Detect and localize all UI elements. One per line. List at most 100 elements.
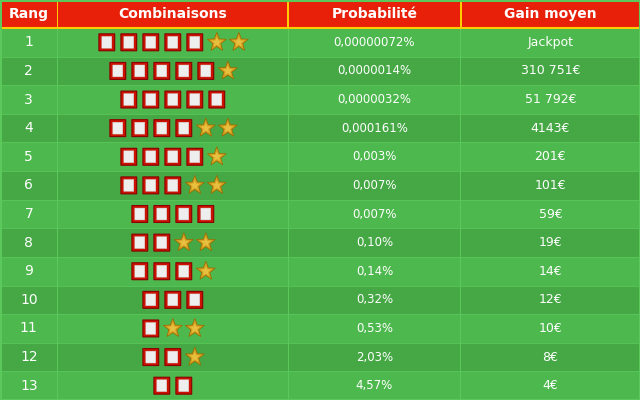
FancyBboxPatch shape: [154, 377, 170, 394]
Polygon shape: [200, 123, 211, 132]
Bar: [460, 0, 461, 28]
Text: 9: 9: [24, 264, 33, 278]
Text: 19€: 19€: [539, 236, 562, 249]
FancyBboxPatch shape: [135, 122, 145, 134]
FancyBboxPatch shape: [198, 206, 214, 222]
Text: Combinaisons: Combinaisons: [118, 7, 227, 21]
Bar: [460, 257, 461, 286]
Bar: [0, 0, 1, 400]
Polygon shape: [207, 147, 227, 165]
Bar: [460, 314, 461, 343]
Text: 0,32%: 0,32%: [356, 293, 393, 306]
FancyBboxPatch shape: [179, 208, 189, 220]
FancyBboxPatch shape: [165, 34, 180, 51]
Text: 2: 2: [24, 64, 33, 78]
Bar: [0, 371, 640, 400]
Text: 101€: 101€: [534, 179, 566, 192]
Bar: [57, 142, 58, 171]
FancyBboxPatch shape: [102, 36, 112, 48]
Bar: [0, 343, 640, 371]
FancyBboxPatch shape: [168, 36, 178, 48]
FancyBboxPatch shape: [124, 36, 134, 48]
FancyBboxPatch shape: [165, 291, 180, 308]
Bar: [287, 142, 289, 171]
FancyBboxPatch shape: [143, 91, 159, 108]
Text: 0,000161%: 0,000161%: [341, 122, 408, 135]
Text: 1: 1: [24, 35, 33, 49]
Bar: [0, 314, 640, 343]
FancyBboxPatch shape: [132, 120, 148, 137]
FancyBboxPatch shape: [154, 234, 170, 251]
Bar: [57, 85, 58, 114]
FancyBboxPatch shape: [146, 351, 156, 363]
FancyBboxPatch shape: [168, 294, 178, 306]
FancyBboxPatch shape: [110, 120, 125, 137]
Bar: [460, 28, 461, 57]
FancyBboxPatch shape: [146, 180, 156, 191]
FancyBboxPatch shape: [165, 349, 180, 366]
Bar: [0, 228, 640, 257]
Bar: [287, 200, 289, 228]
Bar: [0, 171, 640, 200]
Bar: [460, 114, 461, 142]
Text: 0,0000032%: 0,0000032%: [337, 93, 412, 106]
FancyBboxPatch shape: [124, 151, 134, 163]
Bar: [57, 171, 58, 200]
FancyBboxPatch shape: [110, 62, 125, 79]
FancyBboxPatch shape: [143, 291, 159, 308]
Bar: [460, 286, 461, 314]
FancyBboxPatch shape: [157, 65, 167, 77]
Text: 3: 3: [24, 92, 33, 106]
FancyBboxPatch shape: [168, 180, 178, 191]
Bar: [57, 286, 58, 314]
Polygon shape: [223, 66, 233, 75]
Polygon shape: [189, 323, 200, 333]
Text: 12: 12: [20, 350, 38, 364]
Polygon shape: [218, 118, 237, 136]
FancyBboxPatch shape: [179, 380, 189, 392]
Bar: [0, 200, 640, 228]
FancyBboxPatch shape: [132, 263, 148, 280]
Polygon shape: [200, 237, 211, 247]
Bar: [57, 200, 58, 228]
Text: 0,14%: 0,14%: [356, 265, 393, 278]
FancyBboxPatch shape: [143, 34, 159, 51]
FancyBboxPatch shape: [176, 120, 192, 137]
Bar: [287, 228, 289, 257]
Text: 201€: 201€: [534, 150, 566, 163]
Polygon shape: [200, 266, 211, 276]
Text: 7: 7: [24, 207, 33, 221]
FancyBboxPatch shape: [135, 265, 145, 277]
FancyBboxPatch shape: [179, 65, 189, 77]
FancyBboxPatch shape: [135, 208, 145, 220]
Polygon shape: [186, 347, 204, 365]
Polygon shape: [212, 37, 222, 47]
Text: 5: 5: [24, 150, 33, 164]
Bar: [287, 171, 289, 200]
FancyBboxPatch shape: [146, 294, 156, 306]
Text: Rang: Rang: [9, 7, 49, 21]
FancyBboxPatch shape: [154, 62, 170, 79]
Bar: [287, 0, 289, 28]
FancyBboxPatch shape: [190, 94, 200, 106]
Text: 0,007%: 0,007%: [352, 208, 397, 220]
Text: 6: 6: [24, 178, 33, 192]
Bar: [57, 57, 58, 85]
FancyBboxPatch shape: [135, 65, 145, 77]
FancyBboxPatch shape: [113, 65, 123, 77]
FancyBboxPatch shape: [187, 291, 203, 308]
FancyBboxPatch shape: [157, 237, 167, 248]
Bar: [460, 57, 461, 85]
FancyBboxPatch shape: [132, 234, 148, 251]
Text: 12€: 12€: [539, 293, 562, 306]
FancyBboxPatch shape: [176, 62, 192, 79]
Bar: [57, 343, 58, 371]
FancyBboxPatch shape: [154, 120, 170, 137]
FancyBboxPatch shape: [190, 294, 200, 306]
FancyBboxPatch shape: [179, 122, 189, 134]
Bar: [0, 286, 640, 314]
Polygon shape: [223, 123, 233, 132]
FancyBboxPatch shape: [165, 148, 180, 165]
Text: 4€: 4€: [543, 379, 558, 392]
FancyBboxPatch shape: [124, 94, 134, 106]
